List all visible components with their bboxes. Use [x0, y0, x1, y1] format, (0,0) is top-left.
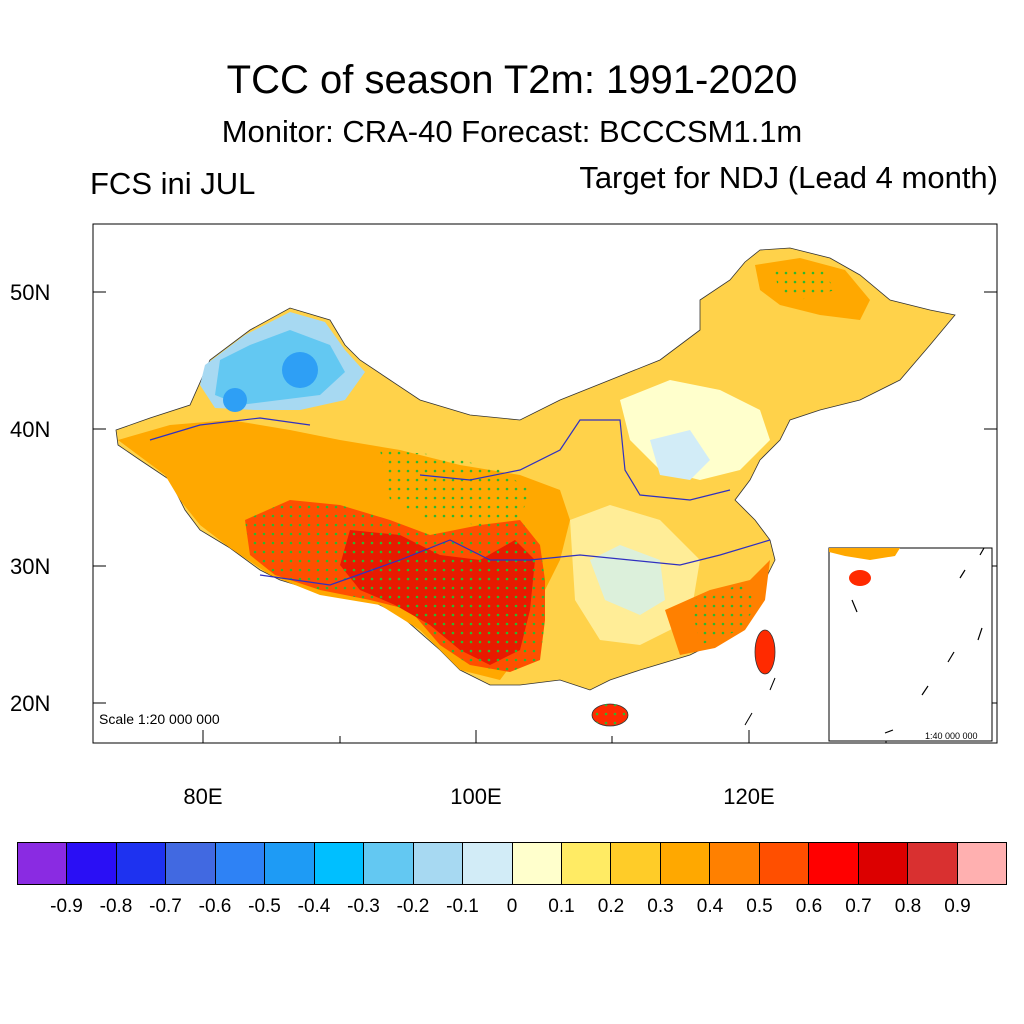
colorbar-tick-label: 0.4 — [696, 896, 724, 917]
map-frame — [92, 223, 998, 744]
colorbar-tick-label: -0.6 — [198, 896, 232, 917]
significance-stippling — [245, 500, 545, 672]
region-light-blue-north — [650, 430, 710, 480]
colorbar-tick-label: 0.6 — [795, 896, 823, 917]
significance-stippling-2 — [380, 450, 530, 525]
plot-subtitle: Monitor: CRA-40 Forecast: BCCCSM1.1m — [221, 114, 803, 149]
colorbar-cell — [957, 843, 1007, 884]
colorbar-cell — [116, 843, 167, 884]
hainan-stippling — [592, 704, 628, 726]
colorbar-tick-label: -0.4 — [297, 896, 331, 917]
scale-inset-label: 1:40 000 000 — [925, 731, 978, 741]
colorbar-cell — [166, 843, 216, 884]
colorbar-tick-label: 0.8 — [894, 896, 922, 917]
lon-label-80e: 80E — [183, 784, 223, 809]
colorbar-cell — [908, 843, 958, 884]
colorbar-cell — [413, 843, 464, 884]
plot-title: TCC of season T2m: 1991-2020 — [226, 58, 798, 102]
colorbar-tick-label: -0.5 — [248, 896, 281, 917]
colorbar-tick-label: -0.2 — [396, 896, 430, 917]
colorbar-cell — [512, 843, 562, 884]
lat-label-50n: 50N — [10, 280, 51, 305]
colorbar-tick-label: 0.3 — [647, 896, 674, 917]
region-strong-blue — [282, 352, 318, 388]
colorbar-cell — [611, 843, 661, 884]
scale-main-label: Scale 1:20 000 000 — [99, 711, 220, 727]
colorbar-cell — [660, 843, 711, 884]
colorbar-cell — [314, 843, 365, 884]
colorbar-tick-label: -0.7 — [149, 896, 182, 917]
river-tarim — [149, 417, 311, 441]
inset-mainland — [829, 548, 900, 560]
colorbar-tick-label: 0.7 — [845, 896, 872, 917]
colorbar-tick-label: 0.1 — [548, 896, 575, 917]
init-label: FCS ini JUL — [90, 166, 256, 201]
colorbar-cell — [759, 843, 810, 884]
target-label: Target for NDJ (Lead 4 month) — [579, 160, 998, 195]
colorbar-cell — [858, 843, 909, 884]
colorbar — [17, 842, 1007, 885]
colorbar-tick-label: 0 — [506, 896, 518, 917]
lat-label-20n: 20N — [10, 691, 51, 716]
colorbar-cell — [18, 843, 68, 884]
river-yangtze — [259, 539, 771, 586]
taiwan-island — [754, 629, 776, 675]
colorbar-cell — [67, 843, 117, 884]
colorbar-cell — [215, 843, 266, 884]
inset-boundary-dashes — [851, 547, 985, 734]
colorbar-tick-label: 0.5 — [746, 896, 773, 917]
lon-label-120e: 120E — [723, 784, 775, 809]
significance-stippling-4 — [775, 265, 835, 300]
inset-hainan — [849, 570, 871, 586]
region-strong-blue-2 — [223, 388, 247, 412]
lat-label-30n: 30N — [10, 554, 51, 579]
colorbar-cell — [710, 843, 760, 884]
colorbar-tick-label: 0.2 — [597, 896, 625, 917]
colorbar-tick-label: -0.1 — [446, 896, 479, 917]
colorbar-tick-label: -0.9 — [50, 896, 83, 917]
sea-boundary-dashes — [744, 677, 776, 726]
colorbar-cell — [561, 843, 612, 884]
colorbar-tick-label: 0.9 — [944, 896, 971, 917]
colorbar-cell — [463, 843, 513, 884]
tcc-field — [115, 247, 956, 727]
colorbar-cell — [265, 843, 315, 884]
colorbar-cell — [364, 843, 414, 884]
river-yellow — [419, 419, 731, 501]
lon-label-100e: 100E — [450, 784, 502, 809]
significance-stippling-3 — [690, 585, 760, 645]
region-mid-blue-xinjiang — [215, 330, 345, 405]
colorbar-cell — [809, 843, 859, 884]
lat-label-40n: 40N — [10, 417, 51, 442]
colorbar-tick-label: -0.8 — [99, 896, 133, 917]
colorbar-tick-label: -0.3 — [347, 896, 380, 917]
